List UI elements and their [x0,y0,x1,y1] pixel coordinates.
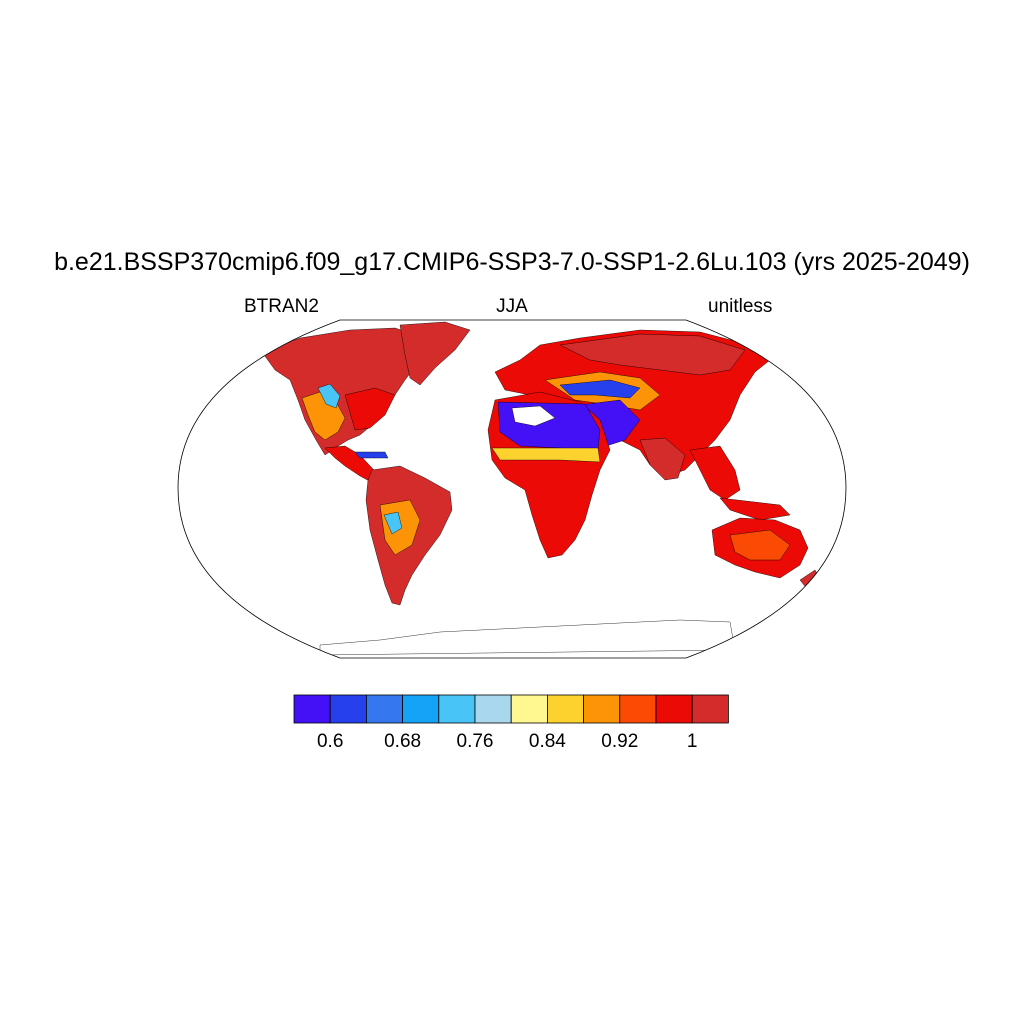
units-label: unitless [708,296,773,317]
central-asia-blue [559,379,641,399]
siberia-wet [559,333,746,376]
south-america-blue [383,511,403,535]
colorbar-tick-label: 0.68 [384,731,422,752]
australia-interior [729,529,791,561]
colorbar-tick-label: 0.84 [528,731,566,752]
caribbean-dry [354,451,389,459]
variable-label: BTRAN2 [244,296,319,317]
north-america-west-blue [317,383,341,409]
southeast-asia-landmass [689,445,741,501]
north-america-landmass [261,327,426,456]
season-label: JJA [496,296,528,317]
globe-outline [177,319,847,659]
plot-title: b.e21.BSSP370cmip6.f09_g17.CMIP6-SSP3-7.… [54,248,970,276]
sahel-transition [491,447,601,463]
colorbar-tick-label: 0.92 [601,731,639,752]
greenland-landmass [399,321,471,386]
north-america-east [344,387,396,431]
colorbar-tick-label: 0.76 [456,731,494,752]
south-asia-landmass [639,437,686,481]
sahara-missing [511,405,556,427]
colorbar-tick-label: 1 [686,731,698,752]
maritime-continent [719,497,791,521]
colorbar-tick-label: 0.6 [316,731,344,752]
antarctica-outline [319,619,736,656]
